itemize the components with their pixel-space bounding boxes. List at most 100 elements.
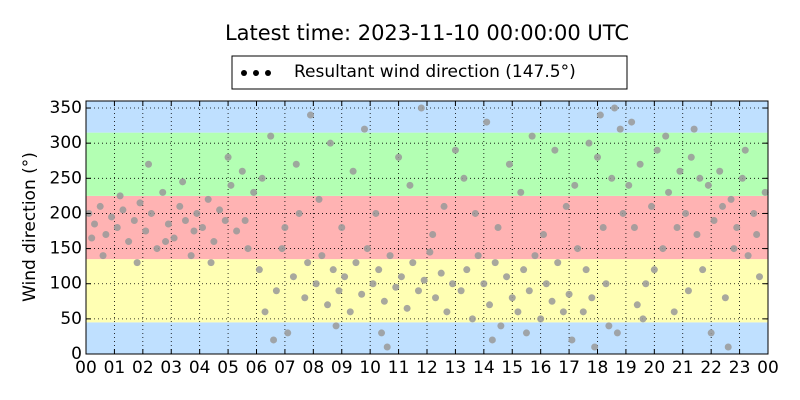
legend: Resultant wind direction (147.5°)	[231, 55, 628, 90]
point	[363, 245, 371, 253]
x-tick-label: 12	[416, 358, 438, 378]
point	[440, 202, 448, 210]
x-tick-label: 11	[388, 358, 410, 378]
point	[704, 181, 712, 189]
point	[653, 146, 661, 154]
legend-marker	[241, 70, 247, 76]
point	[727, 195, 735, 203]
point	[153, 245, 161, 253]
point	[91, 220, 99, 228]
point	[579, 308, 587, 316]
point	[721, 294, 729, 302]
point	[548, 297, 556, 305]
point	[437, 269, 445, 277]
x-tick-label: 15	[501, 358, 523, 378]
point	[292, 160, 300, 168]
x-tick-label: 18	[587, 358, 609, 378]
point	[505, 160, 513, 168]
point	[227, 181, 235, 189]
point	[312, 280, 320, 288]
point	[210, 238, 218, 246]
point	[591, 343, 599, 351]
point	[403, 304, 411, 312]
x-tick-label: 23	[729, 358, 751, 378]
x-tick-label: 10	[359, 358, 381, 378]
point	[525, 287, 533, 295]
point	[295, 209, 303, 217]
x-tick-label: 02	[132, 358, 154, 378]
point	[113, 224, 121, 231]
point	[650, 266, 658, 274]
point	[696, 174, 704, 182]
point	[514, 308, 522, 316]
point	[639, 315, 647, 323]
point	[318, 252, 326, 260]
point	[744, 252, 752, 260]
legend-marker	[253, 70, 259, 76]
point	[565, 290, 573, 298]
point	[520, 266, 528, 274]
point	[542, 280, 550, 288]
point	[409, 259, 417, 267]
point	[684, 287, 692, 295]
point	[360, 125, 368, 133]
point	[551, 146, 559, 154]
point	[670, 308, 678, 316]
point	[594, 153, 601, 161]
point	[199, 224, 207, 231]
point	[326, 139, 334, 147]
point	[636, 160, 644, 168]
point	[335, 287, 343, 295]
point	[380, 297, 388, 305]
point	[338, 224, 346, 231]
x-tick-label: 09	[331, 358, 353, 378]
y-tick-label: 300	[50, 133, 82, 153]
point	[108, 213, 116, 221]
point	[346, 308, 354, 316]
point	[241, 216, 249, 224]
point	[483, 118, 491, 126]
legend-box	[231, 55, 628, 90]
point	[204, 195, 212, 203]
x-tick-label: 01	[104, 358, 126, 378]
point	[522, 329, 530, 337]
point	[716, 167, 724, 175]
point	[730, 245, 738, 253]
band	[86, 132, 768, 196]
point	[358, 290, 366, 298]
x-tick-label: 20	[644, 358, 666, 378]
point	[599, 224, 607, 231]
point	[238, 167, 246, 175]
y-tick-label: 200	[50, 203, 82, 223]
point	[181, 216, 189, 224]
point	[170, 234, 178, 242]
point	[662, 132, 670, 140]
point	[332, 322, 340, 330]
point	[125, 238, 133, 246]
point	[250, 188, 258, 196]
point	[130, 216, 138, 224]
point	[190, 227, 198, 235]
point	[486, 301, 494, 309]
point	[255, 266, 263, 274]
point	[719, 202, 727, 210]
x-tick-label: 03	[160, 358, 182, 378]
point	[562, 202, 570, 210]
point	[463, 266, 471, 274]
point	[352, 259, 360, 267]
point	[244, 245, 252, 253]
point	[349, 167, 357, 175]
point	[406, 181, 414, 189]
y-tick-label: 150	[50, 239, 82, 259]
point	[540, 231, 548, 239]
point	[270, 336, 278, 344]
point	[665, 188, 673, 196]
point	[386, 252, 394, 260]
point	[142, 227, 150, 235]
legend-marker	[265, 70, 271, 76]
point	[676, 167, 684, 175]
point	[596, 111, 604, 119]
point	[628, 118, 636, 126]
point	[378, 329, 386, 337]
point	[258, 174, 266, 182]
